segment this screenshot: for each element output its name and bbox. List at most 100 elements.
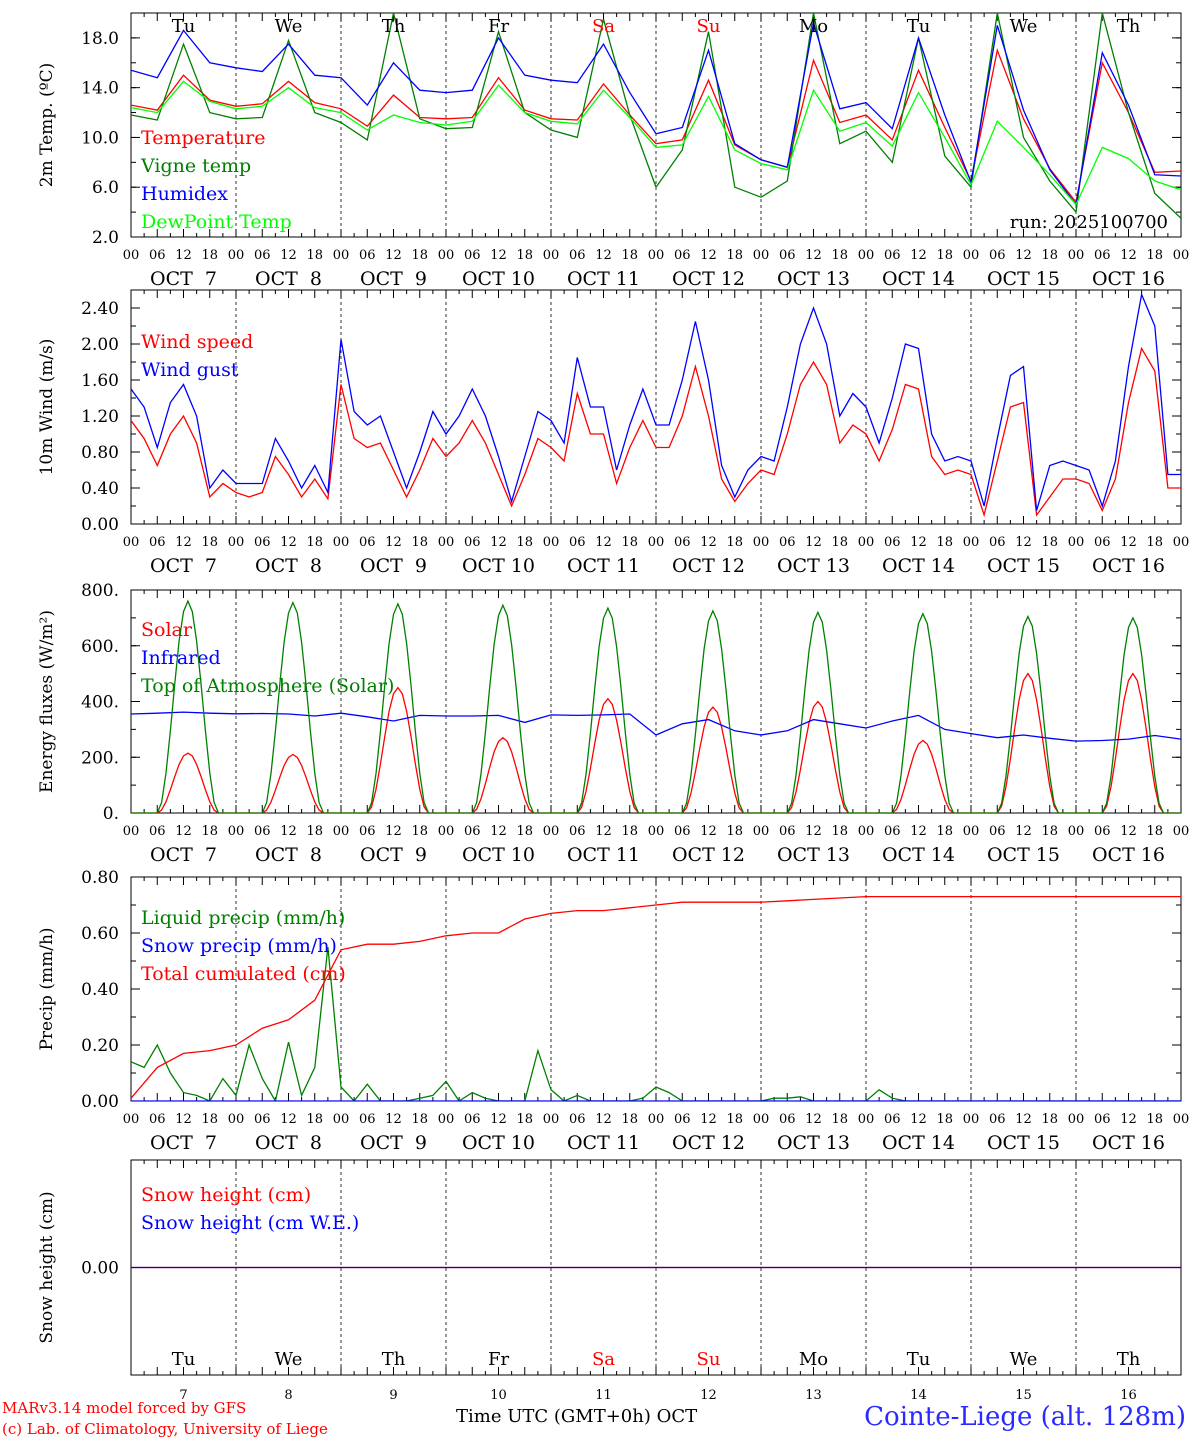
weekday-label: Sa	[592, 1349, 615, 1370]
hour-tick-label: 18	[306, 535, 323, 550]
hour-tick-label: 00	[858, 1112, 875, 1127]
hour-tick-label: 18	[1146, 535, 1163, 550]
hour-tick-label: 12	[280, 248, 297, 263]
hour-tick-label: 06	[884, 535, 901, 550]
hour-tick-label: 18	[411, 1112, 428, 1127]
run-annotation: run: 2025100700	[1010, 212, 1168, 233]
y-tick-label: 0.80	[81, 868, 119, 888]
series-line	[131, 895, 1181, 1099]
panel-flux: 0. 200. 400. 600. 800. Energy fluxes (W/m²) So…	[37, 581, 1189, 866]
date-label: OCT 12	[672, 1132, 745, 1154]
y-tick-label: 6.0	[92, 178, 119, 198]
y-tick-label: 0.60	[81, 924, 119, 944]
panel-precip: 0.00 0.20 0.40 0.60 0.80 Precip (mm/h) Liquid …	[37, 868, 1189, 1154]
weekday-label: Th	[382, 1349, 406, 1370]
hour-tick-label: 06	[989, 1112, 1006, 1127]
date-label: OCT 9	[360, 555, 427, 577]
hour-tick-label: 12	[280, 535, 297, 550]
hour-tick-label: 06	[149, 248, 166, 263]
hour-tick-label: 12	[595, 824, 612, 839]
hour-tick-label: 18	[831, 824, 848, 839]
legend-entry: Wind gust	[141, 359, 239, 381]
hour-tick-label: 06	[674, 535, 691, 550]
legend-entry: Wind speed	[141, 331, 253, 353]
legend-entry: DewPoint Temp	[141, 211, 292, 233]
hour-tick-label: 18	[621, 1112, 638, 1127]
series-line	[131, 80, 1181, 206]
hour-tick-label: 12	[1015, 248, 1032, 263]
weekday-label: We	[1010, 1349, 1038, 1370]
hour-tick-label: 06	[569, 535, 586, 550]
hour-tick-label: 00	[543, 824, 560, 839]
panel-temp: 2.0 6.0 10.0 14.0 18.0 2m Temp. (ºC) Temperatu…	[37, 12, 1190, 290]
series-line	[131, 346, 1181, 518]
hour-tick-label: 18	[726, 535, 743, 550]
hour-tick-label: 18	[411, 824, 428, 839]
day-number-label: 16	[1120, 1388, 1137, 1403]
day-number-label: 15	[1015, 1388, 1032, 1403]
date-label: OCT 9	[360, 844, 427, 866]
hour-tick-label: 00	[963, 1112, 980, 1127]
date-label: OCT 8	[255, 844, 322, 866]
hour-tick-label: 12	[175, 824, 192, 839]
date-label: OCT 14	[882, 268, 955, 290]
y-tick-label: 0.00	[81, 1259, 119, 1279]
date-label: OCT 12	[672, 555, 745, 577]
day-number-label: 11	[595, 1388, 612, 1403]
y-tick-label: 18.0	[81, 29, 119, 49]
y-tick-label: 200.	[81, 748, 119, 768]
weekday-label: Fr	[488, 1349, 509, 1370]
hour-tick-label: 06	[569, 1112, 586, 1127]
hour-tick-label: 12	[805, 824, 822, 839]
date-label: OCT 10	[462, 844, 535, 866]
hour-tick-label: 06	[989, 824, 1006, 839]
hour-tick-label: 00	[123, 1112, 140, 1127]
hour-tick-label: 12	[595, 535, 612, 550]
hour-tick-label: 12	[385, 248, 402, 263]
hour-tick-label: 00	[648, 535, 665, 550]
hour-tick-label: 18	[411, 535, 428, 550]
hour-tick-label: 06	[1094, 248, 1111, 263]
hour-tick-label: 00	[963, 535, 980, 550]
series-line	[131, 599, 1181, 813]
hour-tick-label: 12	[1015, 1112, 1032, 1127]
hour-tick-label: 12	[595, 248, 612, 263]
hour-tick-label: 18	[1041, 824, 1058, 839]
y-axis-label: Energy fluxes (W/m²)	[37, 610, 57, 793]
hour-tick-label: 18	[516, 824, 533, 839]
hour-tick-label: 06	[779, 248, 796, 263]
hour-tick-label: 00	[543, 248, 560, 263]
hour-tick-label: 12	[910, 248, 927, 263]
date-label: OCT 16	[1092, 555, 1165, 577]
y-tick-label: 0.80	[81, 443, 119, 463]
hour-tick-label: 18	[201, 535, 218, 550]
hour-tick-label: 12	[910, 1112, 927, 1127]
hour-tick-label: 12	[490, 824, 507, 839]
date-label: OCT 7	[150, 844, 217, 866]
legend-entry: Temperature	[141, 127, 265, 149]
hour-tick-label: 18	[936, 535, 953, 550]
hour-tick-label: 12	[175, 248, 192, 263]
legend-entry: Humidex	[141, 183, 228, 205]
weekday-label: We	[275, 16, 303, 37]
station-name: Cointe-Liege (alt. 128m)	[864, 1402, 1186, 1432]
hour-tick-label: 06	[569, 248, 586, 263]
day-number-label: 14	[910, 1388, 927, 1403]
date-label: OCT 14	[882, 844, 955, 866]
hour-tick-label: 06	[254, 248, 271, 263]
y-tick-label: 1.20	[81, 407, 119, 427]
date-label: OCT 10	[462, 268, 535, 290]
hour-tick-label: 00	[1068, 824, 1085, 839]
hour-tick-label: 06	[884, 824, 901, 839]
hour-tick-label: 18	[1041, 1112, 1058, 1127]
hour-tick-label: 18	[726, 1112, 743, 1127]
hour-tick-label: 18	[516, 248, 533, 263]
series-line	[131, 47, 1181, 204]
day-number-label: 7	[179, 1388, 187, 1403]
x-axis-title: Time UTC (GMT+0h) OCT	[456, 1406, 698, 1427]
hour-tick-label: 12	[490, 248, 507, 263]
hour-tick-label: 00	[1173, 248, 1190, 263]
hour-tick-label: 06	[569, 824, 586, 839]
panel-frame	[130, 12, 1182, 238]
y-tick-label: 10.0	[81, 128, 119, 148]
